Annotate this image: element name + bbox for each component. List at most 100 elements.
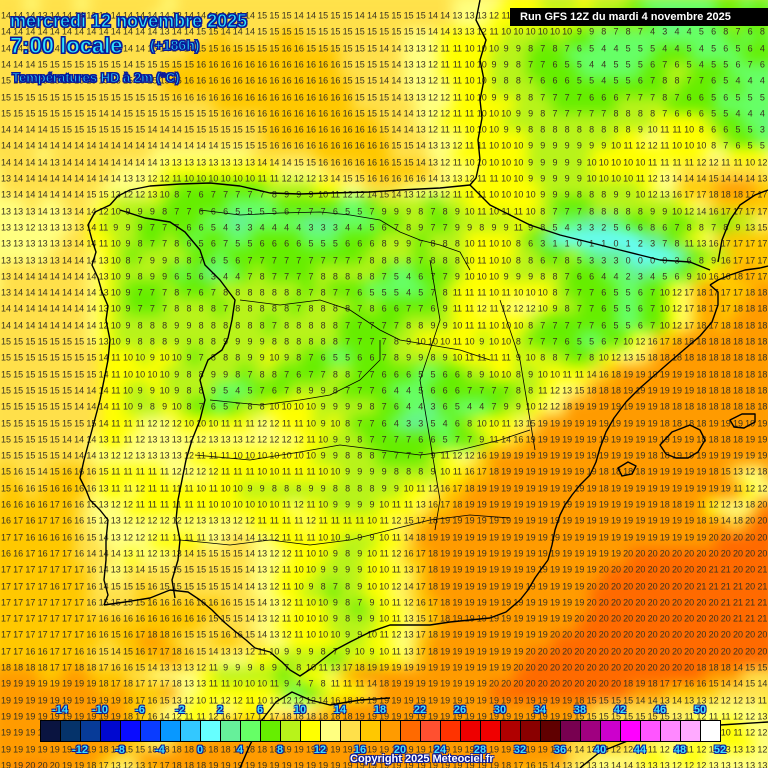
temperature-value: 14: [86, 386, 96, 395]
temperature-value: 10: [111, 304, 121, 314]
temperature-value: 15: [367, 109, 377, 118]
temperature-value: 17: [416, 647, 426, 656]
temperature-value: 6: [369, 239, 374, 249]
temperature-value: 15: [135, 93, 145, 102]
temperature-value: 7: [565, 207, 570, 216]
temperature-value: 7: [199, 353, 204, 363]
temperature-value: 7: [174, 207, 179, 216]
temperature-value: 8: [345, 419, 350, 428]
temperature-value: 16: [221, 109, 231, 118]
temperature-value: 8: [321, 647, 326, 656]
temperature-value: 10: [294, 451, 304, 461]
temperature-value: 15: [111, 582, 121, 591]
colorbar-swatch: [161, 721, 181, 741]
temperature-value: 14: [13, 44, 23, 53]
temperature-value: 20: [623, 582, 633, 591]
temperature-value: 16: [355, 125, 365, 135]
temperature-value: 4: [467, 402, 472, 412]
temperature-value: 19: [623, 370, 633, 379]
temperature-value: 20: [733, 647, 743, 656]
temperature-value: 8: [284, 321, 289, 330]
temperature-value: 10: [635, 158, 645, 167]
temperature-value: 16: [367, 174, 377, 184]
temperature-value: 9: [125, 321, 130, 330]
temperature-value: 15: [86, 419, 96, 428]
temperature-value: 5: [382, 288, 387, 298]
temperature-value: 18: [672, 500, 682, 510]
temperature-value: 11: [453, 304, 462, 314]
temperature-value: 20: [611, 598, 621, 607]
temperature-value: 19: [452, 533, 462, 542]
temperature-value: 19: [501, 467, 511, 477]
temperature-value: 4: [406, 386, 411, 395]
temperature-value: 16: [62, 467, 72, 477]
temperature-value: 16: [13, 467, 23, 477]
temperature-value: 4: [272, 223, 277, 232]
temperature-value: 12: [452, 141, 462, 151]
temperature-value: 9: [528, 272, 533, 281]
temperature-value: 16: [294, 109, 304, 118]
temperature-value: 11: [477, 141, 486, 151]
temperature-value: 16: [233, 76, 243, 86]
temperature-value: 20: [587, 582, 597, 591]
temperature-value: 14: [1, 44, 11, 53]
temperature-value: 6: [211, 207, 216, 216]
temperature-value: 5: [613, 76, 618, 86]
temperature-value: 6: [272, 239, 277, 249]
temperature-value: 8: [345, 614, 350, 624]
temperature-value: 19: [696, 467, 706, 477]
temperature-value: 7: [382, 402, 387, 412]
temperature-value: 14: [25, 272, 35, 281]
temperature-value: 9: [565, 190, 570, 200]
temperature-value: 16: [330, 60, 340, 69]
temperature-value: 14: [294, 11, 304, 21]
temperature-value: 17: [86, 614, 96, 624]
colorbar-tick-label: 46: [654, 704, 666, 716]
temperature-value: 12: [684, 207, 694, 216]
temperature-value: 10: [611, 174, 621, 184]
temperature-value: 5: [735, 44, 740, 53]
temperature-value: 13: [245, 158, 255, 167]
temperature-value: 19: [428, 745, 438, 754]
temperature-value: 10: [245, 679, 255, 689]
temperature-value: 19: [526, 533, 536, 542]
temperature-value: 13: [330, 663, 340, 673]
temperature-value: 18: [623, 467, 633, 477]
copyright: Copyright 2025 Meteociel.fr: [350, 753, 494, 765]
colorbar-tick-label: 32: [514, 744, 526, 756]
temperature-value: 19: [648, 467, 658, 477]
temperature-value: 15: [86, 370, 96, 379]
temperature-value: 13: [465, 27, 475, 37]
temperature-value: 9: [528, 223, 533, 232]
temperature-value: 20: [50, 761, 60, 768]
temperature-value: 19: [672, 467, 682, 477]
temperature-value: 17: [74, 582, 84, 591]
temperature-value: 18: [379, 679, 389, 689]
temperature-value: 4: [601, 272, 606, 281]
temperature-value: 20: [611, 647, 621, 656]
temperature-value: 15: [269, 44, 279, 53]
temperature-value: 19: [526, 549, 536, 558]
temperature-value: 14: [74, 386, 84, 395]
temperature-value: 8: [150, 321, 155, 330]
temperature-value: 14: [74, 239, 84, 249]
temperature-value: 15: [1, 93, 11, 102]
temperature-value: 19: [440, 679, 450, 689]
temperature-value: 19: [74, 696, 84, 705]
temperature-value: 16: [294, 76, 304, 86]
temperature-value: 10: [233, 500, 243, 510]
temperature-value: 9: [504, 125, 509, 135]
temperature-value: 12: [245, 647, 255, 656]
temperature-value: 10: [526, 27, 536, 37]
temperature-value: 17: [709, 288, 719, 298]
temperature-value: 15: [135, 745, 145, 754]
temperature-value: 13: [208, 516, 218, 526]
temperature-value: 8: [308, 337, 313, 347]
temperature-value: 6: [638, 304, 643, 314]
temperature-value: 12: [147, 419, 157, 428]
temperature-value: 19: [660, 516, 670, 526]
temperature-value: 12: [123, 500, 133, 510]
temperature-value: 17: [38, 582, 48, 591]
temperature-value: 14: [99, 353, 109, 363]
temperature-value: 9: [504, 93, 509, 102]
